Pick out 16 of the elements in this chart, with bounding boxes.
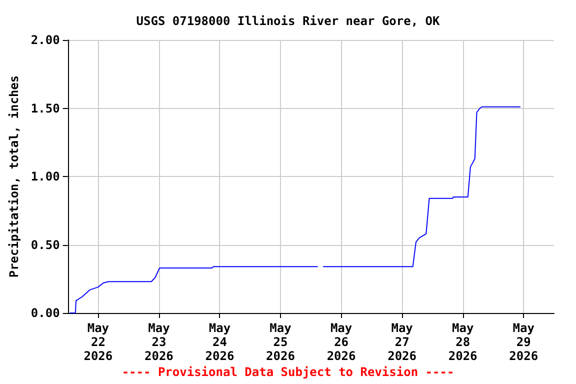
x-tick-label: May 28 2026 (448, 321, 478, 363)
y-tick-label: 1.00 (30, 170, 60, 184)
x-tick-label: May 25 2026 (266, 321, 295, 363)
x-tick-label: May 23 2026 (144, 321, 174, 363)
y-tick-label: 1.50 (30, 101, 60, 116)
text: ---- Provisional Data Subject to Revision ---- (122, 365, 454, 379)
x-tick-label: May 24 2026 (205, 321, 234, 363)
chart-title: USGS 07198000 Illinois River near Gore, OK (136, 14, 440, 28)
x-tick-label: May 27 2026 (388, 321, 417, 363)
x-tick-label: May 22 2026 (84, 321, 113, 363)
y-tick-label: 0.00 (30, 306, 60, 320)
x-tick-label: May 29 2026 (509, 321, 538, 363)
y-tick-label: 2.00 (30, 33, 60, 47)
x-tick-label: May 26 2026 (326, 321, 356, 363)
y-axis-title: Precipitation, total, inches (7, 75, 21, 278)
y-tick-label: 0.50 (30, 238, 60, 252)
